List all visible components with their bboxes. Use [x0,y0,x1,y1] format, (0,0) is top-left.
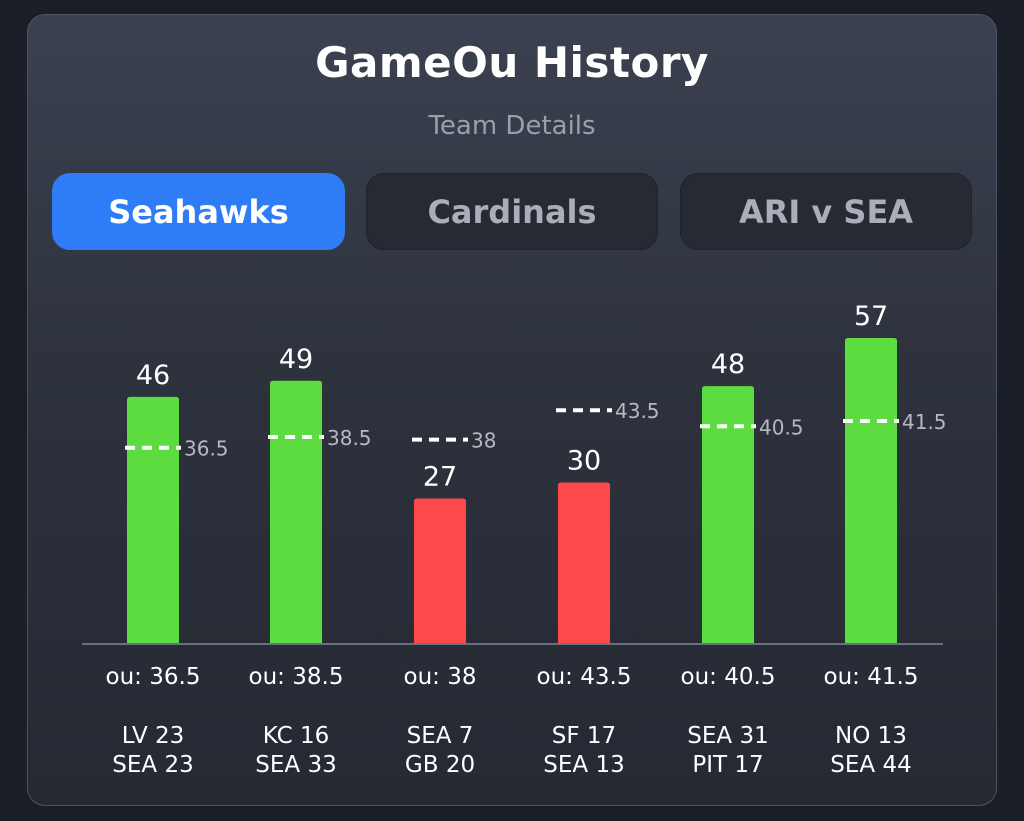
game-away-label-4: SEA 31 [687,723,768,749]
ou-line-label-5: 41.5 [902,410,947,434]
game-home-label-3: SEA 13 [543,752,624,778]
game-home-label-4: PIT 17 [692,752,763,778]
tab-cardinals[interactable]: Cardinals [366,173,658,250]
ou-line-label-4: 40.5 [759,415,804,439]
bar-value-label-5: 57 [854,301,888,332]
game-home-label-0: SEA 23 [112,752,193,778]
ou-line-label-3: 43.5 [615,399,660,423]
card-subtitle: Team Details [428,111,596,141]
bar-value-label-4: 48 [711,349,745,380]
bar-0 [127,396,179,643]
game-away-label-2: SEA 7 [407,723,474,749]
bar-value-label-3: 30 [567,445,601,476]
game-away-label-1: KC 16 [263,723,329,749]
ou-line-label-0: 36.5 [184,437,229,461]
bar-value-label-2: 27 [423,462,457,493]
bar-value-label-1: 49 [279,344,313,375]
ou-axis-label-4: ou: 40.5 [681,664,776,690]
bar-value-label-0: 46 [136,360,170,391]
tab-seahawks[interactable]: Seahawks [52,173,345,250]
game-away-label-3: SF 17 [552,723,616,749]
ou-axis-label-1: ou: 38.5 [249,664,344,690]
ou-axis-label-2: ou: 38 [404,664,477,690]
game-home-label-5: SEA 44 [830,752,911,778]
ou-line-label-2: 38 [471,429,496,453]
card-title: GameOu History [315,38,709,87]
game-away-label-0: LV 23 [122,723,185,749]
game-away-label-5: NO 13 [835,723,907,749]
history-card [27,14,997,806]
tab-ari-v-sea[interactable]: ARI v SEA [680,173,972,250]
bar-1 [270,380,322,643]
ou-axis-label-3: ou: 43.5 [537,664,632,690]
bar-5 [845,338,897,643]
game-home-label-2: GB 20 [405,752,475,778]
ou-axis-label-5: ou: 41.5 [824,664,919,690]
game-home-label-1: SEA 33 [255,752,336,778]
ou-axis-label-0: ou: 36.5 [106,664,201,690]
bar-2 [414,498,466,643]
ou-line-label-1: 38.5 [327,426,372,450]
bar-3 [558,482,610,643]
bar-4 [702,386,754,643]
